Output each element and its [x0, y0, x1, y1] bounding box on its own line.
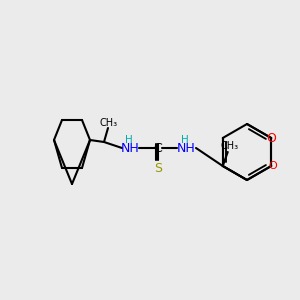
Text: C: C — [154, 142, 162, 154]
Text: CH₃: CH₃ — [100, 118, 118, 128]
Text: NH: NH — [121, 142, 140, 154]
Text: H: H — [125, 135, 133, 145]
Text: CH₃: CH₃ — [221, 141, 239, 151]
Text: H: H — [181, 135, 189, 145]
Text: O: O — [266, 131, 276, 145]
Text: NH: NH — [177, 142, 195, 154]
Text: O: O — [269, 161, 278, 171]
Text: S: S — [154, 163, 162, 176]
